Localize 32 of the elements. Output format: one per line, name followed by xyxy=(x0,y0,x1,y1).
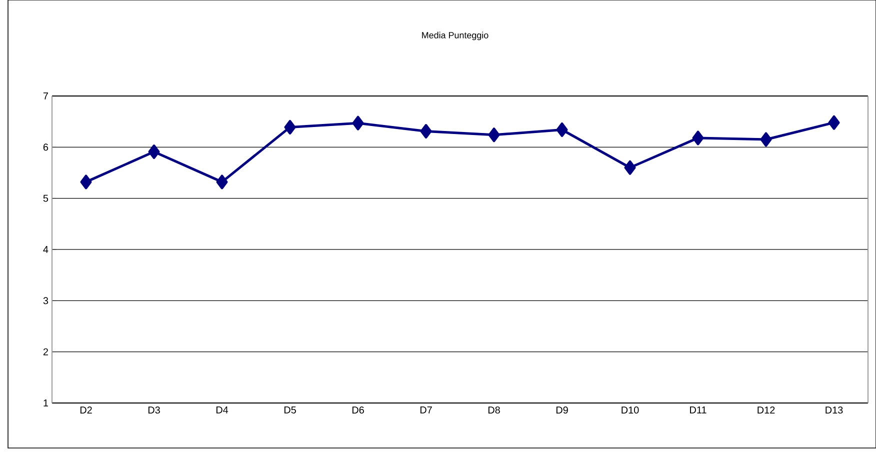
point xyxy=(556,122,568,138)
x-tick-label: D8 xyxy=(488,406,500,414)
y-tick-label: 7 xyxy=(43,92,48,100)
x-tick-label: D2 xyxy=(80,406,92,414)
point xyxy=(80,174,92,190)
point xyxy=(148,144,160,160)
point xyxy=(352,116,364,130)
x-tick-label: D7 xyxy=(420,406,432,414)
point xyxy=(488,128,500,142)
point xyxy=(624,160,636,175)
y-tick-label: 3 xyxy=(43,297,48,304)
point xyxy=(828,115,840,130)
y-tick-label: 6 xyxy=(43,144,48,151)
x-tick-label: D9 xyxy=(556,406,568,414)
point xyxy=(284,120,296,134)
x-tick-label: D10 xyxy=(622,406,639,414)
x-tick-label: D3 xyxy=(148,406,160,414)
x-tick-label: D12 xyxy=(758,406,775,414)
y-tick-label: 1 xyxy=(44,400,48,406)
x-tick-label: D4 xyxy=(216,406,228,414)
x-tick-label: D5 xyxy=(284,406,296,414)
y-tick-label: 2 xyxy=(43,348,48,356)
x-tick-label: D11 xyxy=(690,406,706,414)
point xyxy=(692,130,704,146)
x-tick-label: D13 xyxy=(826,406,843,414)
x-tick-label: D6 xyxy=(352,406,364,414)
point xyxy=(420,124,432,139)
point xyxy=(216,174,228,190)
point xyxy=(760,132,772,147)
y-tick-label: 5 xyxy=(43,194,48,202)
y-tick-label: 4 xyxy=(43,246,48,253)
chart-title: Media Punteggio xyxy=(422,32,488,40)
